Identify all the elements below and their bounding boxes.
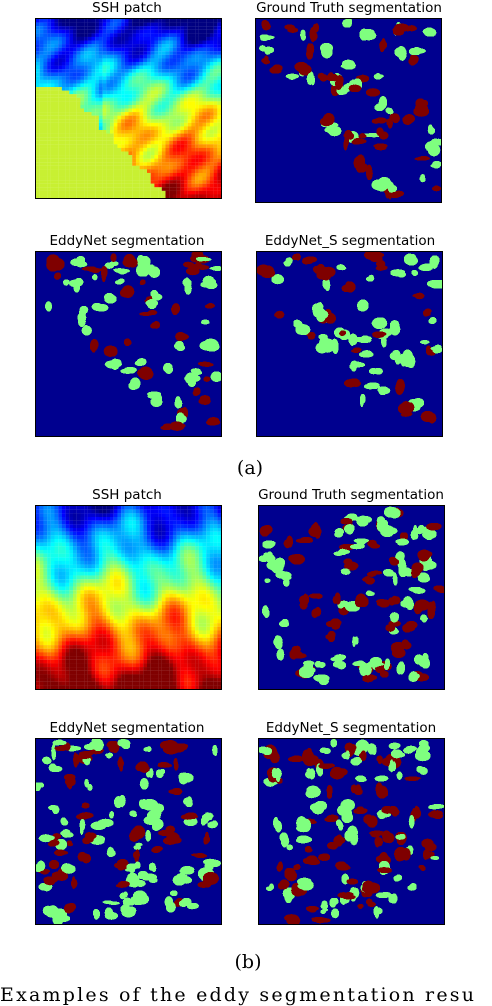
panel-b-gt-image xyxy=(258,505,445,690)
panel-b-eddynet-title: EddyNet segmentation xyxy=(49,720,205,736)
ssh-heatmap-a xyxy=(36,19,221,198)
panel-b-gt-title: Ground Truth segmentation xyxy=(258,487,444,503)
figure-caption: Examples of the eddy segmentation resu xyxy=(0,984,477,1006)
segmentation-map-b-gt xyxy=(259,506,444,689)
panel-b-eddynet-image xyxy=(35,738,222,925)
panel-a-eddynet-s-title: EddyNet_S segmentation xyxy=(264,233,436,249)
subfigure-label-a: (a) xyxy=(236,457,264,479)
segmentation-map-b-eddynet xyxy=(36,739,221,924)
segmentation-map-a-gt xyxy=(256,19,441,202)
subfigure-label-b: (b) xyxy=(234,951,262,973)
panel-a-gt-title: Ground Truth segmentation xyxy=(256,0,442,16)
panel-a-ssh-title: SSH patch xyxy=(92,0,162,16)
segmentation-map-b-eddynet-s xyxy=(259,739,444,924)
segmentation-map-a-eddynet xyxy=(36,252,221,436)
panel-b-ssh-image xyxy=(35,505,222,690)
panel-a-eddynet-title: EddyNet segmentation xyxy=(49,233,205,249)
panel-a-eddynet-s-image xyxy=(256,251,443,437)
ssh-heatmap-b xyxy=(36,506,221,689)
panel-b-eddynet-s-image xyxy=(258,738,445,925)
panel-a-gt-image xyxy=(255,18,442,203)
panel-b-eddynet-s-title: EddyNet_S segmentation xyxy=(265,720,437,736)
panel-b-ssh-title: SSH patch xyxy=(92,487,162,503)
segmentation-map-a-eddynet-s xyxy=(257,252,442,436)
panel-a-ssh-image xyxy=(35,18,222,199)
panel-a-eddynet-image xyxy=(35,251,222,437)
